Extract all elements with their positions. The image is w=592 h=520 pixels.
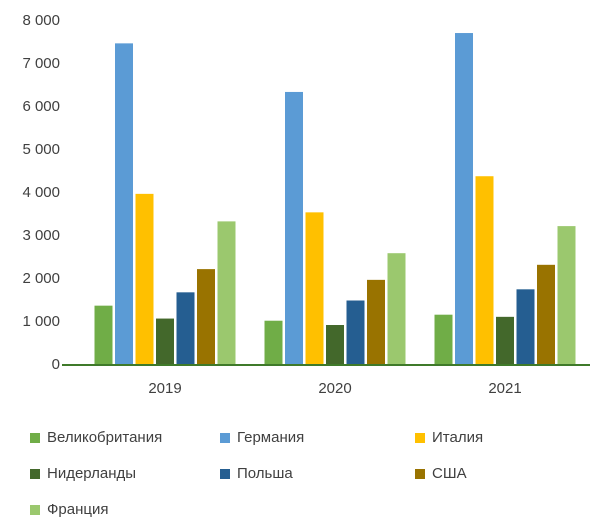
bar [557, 226, 576, 365]
bar [496, 316, 514, 365]
legend-swatch [30, 433, 40, 443]
bar [156, 318, 174, 365]
legend-label: Германия [237, 429, 304, 446]
legend-swatch [30, 505, 40, 515]
bar [326, 325, 344, 365]
y-tick-label: 2 000 [22, 270, 60, 287]
legend-label: Великобритания [47, 429, 162, 446]
y-tick-label: 3 000 [22, 227, 60, 244]
legend-swatch [30, 469, 40, 479]
y-tick-label: 6 000 [22, 98, 60, 115]
y-tick-label: 5 000 [22, 141, 60, 158]
y-tick-label: 7 000 [22, 55, 60, 72]
bar [217, 221, 236, 365]
legend-label: Италия [432, 429, 483, 446]
bar [516, 289, 535, 365]
legend-label: Франция [47, 501, 108, 518]
bar [387, 253, 406, 365]
bar [367, 279, 385, 365]
bar [434, 314, 453, 365]
legend-swatch [220, 433, 230, 443]
bar [537, 264, 555, 365]
bar [455, 33, 473, 365]
legend-label: Нидерланды [47, 465, 136, 482]
x-tick-label: 2019 [148, 380, 181, 397]
bar [197, 269, 215, 365]
bar [135, 193, 154, 365]
legend-label: Польша [237, 465, 293, 482]
bar [176, 292, 195, 365]
bar [115, 43, 133, 366]
x-tick-label: 2020 [318, 380, 351, 397]
bar [285, 91, 303, 365]
bar [475, 176, 494, 365]
y-tick-label: 1 000 [22, 313, 60, 330]
bar [94, 305, 113, 365]
bar [346, 300, 365, 365]
x-tick-label: 2021 [488, 380, 521, 397]
bar [305, 212, 324, 365]
legend-swatch [220, 469, 230, 479]
y-tick-label: 4 000 [22, 184, 60, 201]
legend-swatch [415, 469, 425, 479]
y-tick-label: 0 [52, 356, 60, 373]
legend-label: США [432, 465, 467, 482]
y-tick-label: 8 000 [22, 12, 60, 29]
legend-swatch [415, 433, 425, 443]
bar [264, 320, 283, 365]
